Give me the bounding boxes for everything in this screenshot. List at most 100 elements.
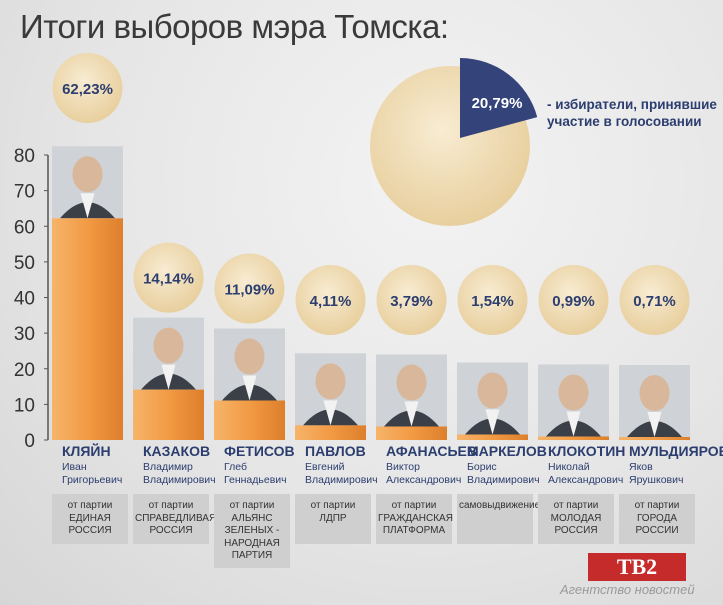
party-line: ЛДПР [319, 512, 347, 524]
candidate-patronymic: Геннадьевич [224, 474, 287, 486]
candidate-surname: МАРКЕЛОВ [467, 443, 547, 459]
party-box: от партии ЕДИНАЯ РОССИЯ [52, 494, 128, 544]
candidate-photo [133, 317, 204, 390]
candidate-surname: КЛЯЙН [62, 442, 111, 459]
bars [52, 218, 690, 440]
party-line: от партии [67, 500, 113, 511]
page-title: Итоги выборов мэра Томска: [20, 8, 449, 45]
value-bubbles: 62,23% 14,14% 11,09% 4,11% 3,79% 1,54% 0,99% 0,… [52, 53, 690, 335]
candidate-patronymic: Александрович [548, 474, 623, 486]
party-line: ПЛАТФОРМА [382, 525, 446, 536]
value-bubble [538, 265, 609, 335]
candidate-patronymic: Ярушкович [629, 474, 683, 486]
candidate-photo [214, 328, 285, 401]
party-box: от партии АЛЬЯНС ЗЕЛЕНЫХ - НАРОДНАЯ ПАРТИЯ [214, 494, 290, 568]
party-line: ГОРОДА [636, 512, 678, 524]
candidate-photo [457, 362, 528, 435]
candidate-photo [619, 365, 690, 437]
party-line: от партии [634, 500, 680, 511]
bar [538, 436, 609, 440]
party-line: МОЛОДАЯ [550, 512, 602, 524]
value-bubble [214, 253, 285, 324]
y-tick-label: 10 [14, 395, 35, 416]
party-line: ПАРТИЯ [231, 550, 273, 561]
y-tick-label: 60 [14, 217, 35, 238]
candidate-names: КЛЯЙНИванГригорьевичКАЗАКОВВладимирВлади… [62, 442, 723, 486]
value-label: 0,71% [633, 293, 676, 310]
value-label: 14,14% [143, 271, 194, 288]
party-line: от партии [229, 500, 275, 511]
y-tick-label: 20 [14, 360, 35, 381]
value-label: 62,23% [62, 81, 113, 98]
value-label: 0,99% [552, 293, 595, 310]
turnout-description: - избиратели, принявшие участие в голосо… [547, 97, 717, 129]
party-line: от партии [391, 500, 437, 511]
candidate-photo [376, 354, 447, 427]
agency-caption: Агентство новостей [560, 582, 695, 597]
party-line: РОССИЯ [149, 525, 193, 536]
turnout-pie-slice [460, 58, 538, 138]
party-line: РОССИЯ [68, 525, 112, 536]
candidate-photo [295, 353, 366, 426]
party-box: от партии ГОРОДА РОССИИ [619, 494, 695, 544]
candidate-surname: МУЛЬДИЯРОВ [629, 443, 723, 459]
value-bubble [133, 242, 204, 313]
value-label: 4,11% [310, 293, 352, 310]
candidate-surname: КЛОКОТИН [548, 443, 625, 459]
value-bubble [457, 265, 528, 335]
bar [295, 425, 366, 440]
y-tick-label: 0 [24, 431, 35, 452]
party-line: ЗЕЛЕНЫХ - [224, 525, 280, 536]
party-line: РОССИЯ [554, 525, 598, 536]
party-line: СПРАВЕДЛИВАЯ [135, 512, 217, 524]
y-tick-label: 50 [14, 253, 35, 274]
bar [52, 218, 123, 440]
candidate-photo [538, 364, 609, 437]
value-label: 1,54% [471, 293, 514, 310]
candidate-firstname: Виктор [386, 461, 420, 473]
party-line: ЕДИНАЯ [69, 512, 111, 524]
value-bubble [619, 265, 690, 335]
candidate-surname: АФАНАСЬЕВ [386, 443, 477, 459]
bar [619, 437, 690, 440]
party-line: самовыдвижение [459, 500, 541, 511]
party-line: НАРОДНАЯ [224, 537, 280, 549]
candidate-photo [52, 146, 123, 219]
y-tick-label: 70 [14, 182, 35, 203]
candidate-patronymic: Владимирович [467, 474, 540, 486]
bar [214, 400, 285, 440]
party-box: от партии ГРАЖДАНСКАЯ ПЛАТФОРМА [376, 494, 453, 544]
value-bubble [295, 265, 366, 335]
party-box: самовыдвижение [457, 494, 541, 544]
candidate-patronymic: Владимирович [143, 474, 216, 486]
value-label: 3,79% [390, 293, 433, 310]
candidate-firstname: Иван [62, 461, 87, 473]
party-box: от партии ЛДПР [295, 494, 371, 544]
turnout-pie: 20,79% [370, 58, 538, 226]
party-box: от партии МОЛОДАЯ РОССИЯ [538, 494, 614, 544]
tv2-logo: ТВ2 [588, 553, 686, 581]
candidate-photos [52, 146, 690, 437]
bar [133, 389, 204, 440]
bar [457, 434, 528, 440]
candidate-patronymic: Александрович [386, 474, 461, 486]
candidate-firstname: Яков [629, 461, 653, 473]
y-tick-label: 80 [14, 146, 35, 167]
candidate-patronymic: Григорьевич [62, 474, 122, 486]
turnout-value: 20,79% [472, 95, 523, 112]
party-line: АЛЬЯНС [231, 512, 273, 524]
candidate-surname: ПАВЛОВ [305, 443, 366, 459]
candidate-firstname: Борис [467, 461, 497, 473]
candidate-surname: ФЕТИСОВ [224, 443, 295, 459]
y-tick-label: 40 [14, 289, 35, 310]
candidate-patronymic: Владимирович [305, 474, 378, 486]
value-label: 11,09% [224, 281, 274, 298]
party-line: от партии [553, 500, 599, 511]
candidate-firstname: Глеб [224, 461, 247, 473]
party-line: от партии [310, 500, 356, 511]
party-box: от партии СПРАВЕДЛИВАЯ РОССИЯ [133, 494, 217, 544]
y-tick-label: 30 [14, 324, 35, 345]
party-line: РОССИИ [635, 525, 679, 536]
party-line: ГРАЖДАНСКАЯ [378, 512, 453, 524]
